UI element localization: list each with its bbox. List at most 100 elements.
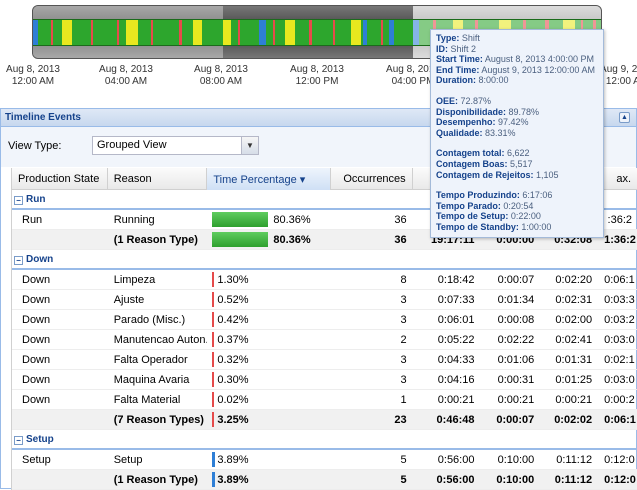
table-row[interactable]: Down Falta Operador 0.32% 3 0:04:33 0:01:06 0:…	[12, 350, 637, 370]
percentage-bar	[212, 312, 215, 327]
state-event-mark[interactable]	[62, 20, 72, 45]
max-time-cell: 0:12:0	[604, 454, 635, 466]
state-cell: Run	[22, 214, 43, 226]
state-event-mark[interactable]	[33, 20, 38, 45]
percentage-cell: 0.02%	[207, 390, 331, 410]
state-event-mark[interactable]	[51, 20, 53, 45]
chevron-down-icon[interactable]: ▼	[241, 137, 258, 154]
events-grid: Production State Reason Time Percentage …	[11, 168, 637, 490]
total-time-cell: 0:46:48	[436, 414, 475, 426]
table-row[interactable]: Down Manutencao Auton... 0.37% 2 0:05:22 0:02…	[12, 330, 637, 350]
axis-tick-date: Aug 8, 2013	[290, 64, 344, 75]
state-cell: Down	[22, 314, 51, 326]
max-time-cell: 0:06:1	[604, 274, 635, 286]
axis-tick-time: 12:00 AM	[605, 76, 637, 87]
reason-cell: (7 Reason Types)	[113, 414, 204, 426]
occurrences-cell: 36	[394, 234, 407, 246]
reason-cell: Parado (Misc.)	[113, 314, 186, 326]
avg-time-cell: 0:11:12	[554, 474, 593, 486]
tooltip-type-value: Shift	[461, 33, 480, 43]
total-time-cell: 0:04:16	[437, 374, 475, 386]
table-row[interactable]: Down Falta Material 0.02% 1 0:00:21 0:00:21 0:…	[12, 390, 637, 410]
state-event-mark[interactable]	[117, 20, 119, 45]
state-event-mark[interactable]	[309, 20, 312, 45]
tooltip-ctotal-value: 6,622	[507, 148, 530, 159]
max-time-cell: 0:02:1	[604, 354, 635, 366]
axis-tick-time: 04:00 PM	[391, 76, 435, 87]
summary-row[interactable]: (7 Reason Types) 3.25% 23 0:46:48 0:00:07 0:0…	[12, 410, 637, 430]
state-event-mark[interactable]	[351, 20, 361, 45]
state-event-mark[interactable]	[285, 20, 295, 45]
percentage-cell: 0.30%	[207, 370, 331, 390]
axis-tick-date: Aug 8, 2013	[194, 64, 248, 75]
group-name: Setup	[26, 434, 54, 445]
table-row[interactable]: Down Ajuste 0.52% 3 0:07:33 0:01:34 0:02:31 0:0…	[12, 290, 637, 310]
percentage-cell: 1.30%	[207, 270, 331, 290]
state-event-mark[interactable]	[381, 20, 383, 45]
state-event-mark[interactable]	[193, 20, 202, 45]
tooltip-type-label: Type:	[436, 33, 460, 43]
group-header-run[interactable]: − Run	[12, 190, 637, 210]
tooltip-cboas-value: 5,517	[510, 158, 533, 169]
total-time-cell: 0:00:21	[437, 394, 475, 406]
column-header-time-percentage[interactable]: Time Percentage ▾	[207, 168, 331, 190]
percentage-cell: 80.36%	[207, 230, 331, 250]
state-event-mark[interactable]	[273, 20, 275, 45]
percentage-bar	[212, 412, 215, 427]
reason-cell: Manutencao Auton...	[113, 334, 208, 346]
table-row[interactable]: Down Limpeza 1.30% 8 0:18:42 0:00:07 0:02:20 0:…	[12, 270, 637, 290]
table-row[interactable]: Down Parado (Misc.) 0.42% 3 0:06:01 0:00:08 0:…	[12, 310, 637, 330]
group-header-setup[interactable]: − Setup	[12, 430, 637, 450]
avg-time-cell: 0:11:12	[556, 454, 593, 466]
table-row[interactable]: Down Maquina Avaria 0.30% 3 0:04:16 0:00:31 0:…	[12, 370, 637, 390]
percentage-label: 0.37%	[217, 334, 249, 346]
occurrences-cell: 1	[400, 394, 407, 406]
collapse-button[interactable]: ▲	[619, 112, 630, 123]
column-header-max-time[interactable]: ax.	[598, 168, 637, 190]
tooltip-id-label: ID:	[436, 43, 448, 54]
state-event-mark[interactable]	[259, 20, 266, 45]
state-event-mark[interactable]	[126, 20, 138, 45]
axis-tick: Aug 8, 2013 08:00 AM	[176, 64, 266, 88]
column-header-occurrences[interactable]: Occurrences	[331, 168, 413, 190]
summary-row[interactable]: (1 Reason Type) 3.89% 5 0:56:00 0:10:00 0:11:…	[12, 470, 637, 490]
percentage-label: 80.36%	[273, 214, 311, 226]
percentage-cell: 3.25%	[207, 410, 331, 430]
tooltip-end-label: End Time:	[436, 64, 480, 75]
state-event-mark[interactable]	[363, 20, 367, 45]
state-cell: Down	[22, 394, 51, 406]
axis-tick-time: 12:00 AM	[11, 76, 55, 87]
percentage-bar	[212, 212, 269, 227]
view-type-select[interactable]: Grouped View ▼	[92, 136, 259, 155]
collapse-group-icon[interactable]: −	[14, 256, 23, 265]
tooltip-tparado-value: 0:20:54	[503, 200, 534, 211]
total-time-cell: 0:07:33	[437, 294, 475, 306]
min-time-cell: 0:00:31	[497, 374, 535, 386]
min-time-cell: 0:00:07	[496, 414, 535, 426]
avg-time-cell: 0:02:41	[555, 334, 593, 346]
column-header-reason[interactable]: Reason	[108, 168, 208, 190]
group-name: Run	[26, 194, 46, 205]
table-row[interactable]: Setup Setup 3.89% 5 0:56:00 0:10:00 0:11:12 0:1…	[12, 450, 637, 470]
column-header-production-state[interactable]: Production State	[12, 168, 108, 190]
occurrences-cell: 5	[400, 474, 407, 486]
state-event-mark[interactable]	[151, 20, 153, 45]
avg-time-cell: 0:02:31	[555, 294, 593, 306]
collapse-group-icon[interactable]: −	[14, 436, 23, 445]
tooltip-duration-label: Duration:	[436, 75, 476, 86]
percentage-label: 3.25%	[217, 414, 249, 426]
state-event-mark[interactable]	[238, 20, 240, 45]
tooltip-id-value: Shift 2	[450, 43, 477, 54]
collapse-group-icon[interactable]: −	[14, 196, 23, 205]
max-time-cell: 0:06:1	[604, 414, 636, 426]
state-event-mark[interactable]	[91, 20, 93, 45]
max-time-cell: 0:12:0	[604, 474, 636, 486]
state-event-mark[interactable]	[333, 20, 335, 45]
state-event-mark[interactable]	[223, 20, 231, 45]
group-header-down[interactable]: − Down	[12, 250, 637, 270]
state-event-mark[interactable]	[179, 20, 182, 45]
percentage-label: 0.30%	[217, 374, 249, 386]
percentage-label: 80.36%	[273, 234, 311, 246]
state-event-mark[interactable]	[389, 20, 394, 45]
state-event-mark[interactable]	[413, 20, 419, 45]
